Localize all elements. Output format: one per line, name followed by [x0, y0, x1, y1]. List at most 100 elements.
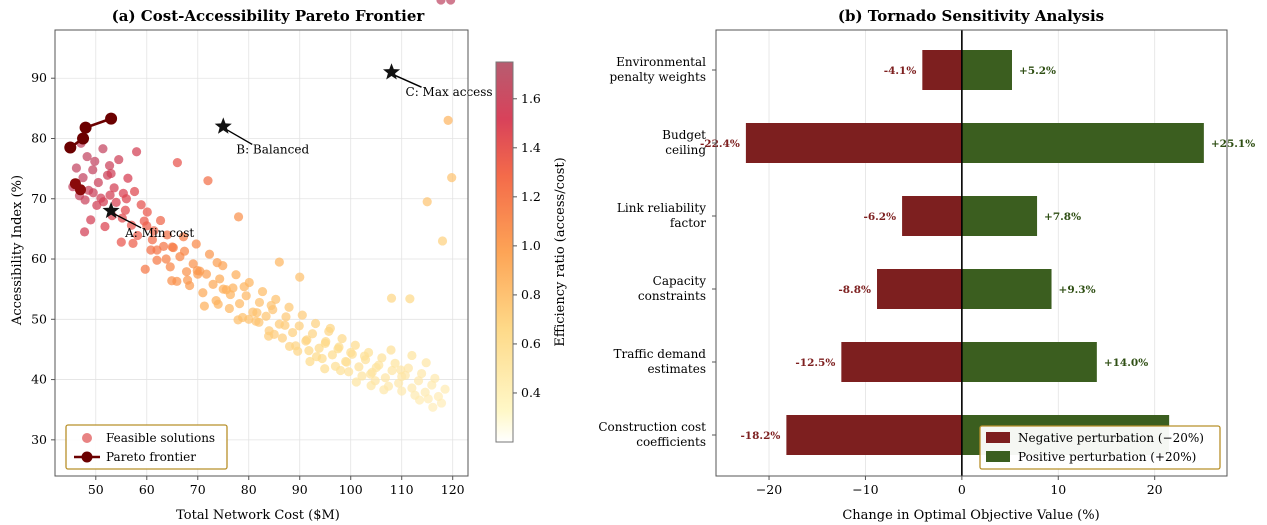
pareto-legend: Feasible solutions Pareto frontier [65, 424, 228, 470]
feasible-point [311, 352, 322, 362]
positive-bar [961, 196, 1038, 236]
legend-feasible-label: Feasible solutions [106, 431, 215, 445]
feasible-point [333, 344, 343, 354]
feasible-point [274, 257, 284, 267]
positive-bar-label: +7.8% [1044, 211, 1081, 223]
feasible-point [111, 197, 121, 207]
feasible-point [403, 363, 413, 373]
feasible-point [165, 262, 175, 272]
negative-bar [786, 415, 962, 455]
tornado-bars: -4.1% +5.2% -22.4% +25.1% -6.2% +7.8% -8.8% +9.… [700, 30, 1255, 476]
feasible-point [86, 215, 96, 225]
feasible-point [354, 362, 364, 372]
pareto-frontier-line [64, 112, 118, 196]
feasible-point [264, 331, 274, 341]
feasible-point [281, 312, 291, 322]
feasible-point [443, 115, 453, 126]
legend-pareto-marker [81, 451, 93, 463]
pareto-xtick-label: 100 [339, 482, 363, 497]
tornado-plot-frame [715, 29, 1228, 477]
colorbar: 0.4 0.6 0.8 1.0 1.2 1.4 1.6 Efficiency ratio (… [495, 61, 568, 443]
feasible-point [422, 197, 432, 207]
feasible-point [104, 161, 115, 171]
feasible-point [366, 369, 376, 379]
positive-bar [961, 50, 1012, 90]
tornado-category-label: factor [670, 216, 706, 230]
feasible-point [366, 380, 376, 391]
feasible-point [396, 365, 406, 375]
feasible-point [93, 177, 103, 188]
annotation-label: C: Max access [406, 85, 493, 99]
pareto-line [69, 117, 112, 149]
pareto-yticks: 30 40 50 60 70 80 90 [31, 70, 55, 447]
feasible-point [252, 308, 262, 318]
feasible-point [120, 205, 130, 215]
feasible-point [447, 173, 457, 183]
negative-bar-label: -18.2% [740, 430, 780, 442]
annotation-label: B: Balanced [236, 142, 309, 156]
feasible-point [380, 373, 390, 383]
feasible-point [310, 318, 321, 329]
feasible-point [417, 368, 427, 379]
colorbar-gradient [495, 61, 514, 443]
feasible-point [90, 156, 100, 166]
feasible-point [213, 299, 223, 309]
feasible-point [231, 270, 241, 280]
feasible-point [233, 212, 244, 222]
feasible-point [436, 0, 446, 5]
feasible-point [423, 394, 433, 404]
negative-bar-label: -12.5% [795, 357, 835, 369]
annotation-star-icon [102, 201, 120, 219]
feasible-point [351, 377, 361, 387]
pareto-xtick-label: 70 [190, 482, 206, 497]
colorbar-tick-label: 0.6 [521, 336, 541, 351]
feasible-point [114, 154, 124, 165]
pareto-xtick-label: 120 [441, 482, 465, 497]
feasible-point [387, 365, 397, 376]
feasible-point [224, 303, 234, 314]
negative-bar-label: -6.2% [863, 211, 896, 223]
feasible-point [346, 347, 356, 358]
feasible-point [123, 173, 133, 183]
feasible-point [288, 327, 298, 338]
tornado-category-label: estimates [647, 362, 706, 376]
feasible-point [88, 188, 98, 198]
pareto-ytick-label: 50 [31, 311, 47, 326]
feasible-point [320, 338, 330, 349]
feasible-point [294, 321, 304, 331]
feasible-point [212, 258, 222, 268]
feasible-point [121, 194, 131, 204]
feasible-point [277, 333, 288, 343]
colorbar-tick-label: 0.8 [521, 287, 541, 302]
feasible-point [179, 246, 190, 256]
feasible-point [421, 358, 431, 368]
feasible-point [88, 165, 98, 175]
pareto-point [64, 141, 77, 154]
feasible-point [350, 340, 360, 350]
feasible-point [428, 402, 438, 412]
feasible-point [208, 279, 218, 289]
feasible-point [377, 353, 387, 363]
feasible-point [437, 236, 448, 246]
pareto-ytick-label: 40 [31, 372, 47, 387]
feasible-point [266, 300, 276, 311]
feasible-point [182, 275, 193, 285]
feasible-point [78, 173, 88, 183]
tornado-category-label: constraints [638, 289, 706, 303]
annotation-star-icon [214, 117, 232, 134]
pareto-ytick-label: 60 [31, 251, 47, 266]
feasible-point [390, 358, 400, 368]
feasible-point [440, 384, 450, 394]
feasible-point [446, 0, 456, 5]
pareto-grid [55, 30, 468, 476]
pareto-xtick-label: 110 [390, 482, 414, 497]
pareto-point [77, 132, 90, 145]
feasible-point [430, 373, 440, 383]
feasible-point [218, 284, 228, 294]
legend-positive-swatch [986, 451, 1010, 462]
pareto-xtick-label: 90 [292, 482, 308, 497]
tornado-category-label: Link reliability [617, 201, 706, 215]
tornado-category-label: Construction cost [598, 420, 706, 434]
feasible-point [155, 215, 166, 226]
